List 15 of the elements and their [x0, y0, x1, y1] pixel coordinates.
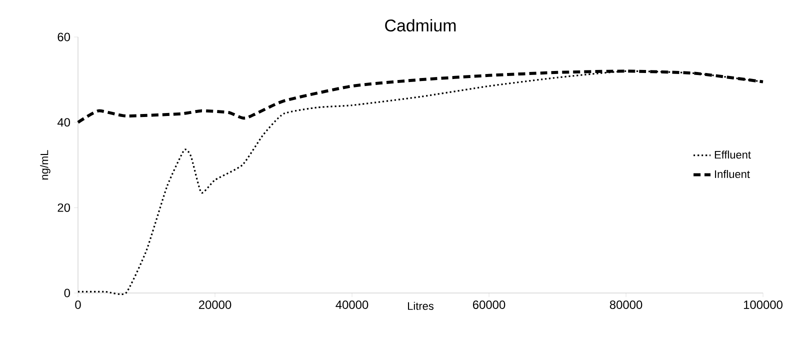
chart-title: Cadmium — [385, 19, 456, 32]
x-tick-label: 40000 — [336, 300, 368, 309]
x-tick-label: 100000 — [744, 300, 782, 309]
x-tick-label: 0 — [75, 300, 81, 309]
x-tick-label: 20000 — [198, 300, 232, 309]
y-tick-label: 40 — [57, 118, 70, 127]
y-tick-label: 20 — [58, 203, 70, 212]
legend-label: Effluent — [714, 150, 751, 159]
y-tick-label: 0 — [64, 288, 70, 298]
x-tick-label: 60000 — [472, 300, 506, 309]
legend-label: Influent — [715, 170, 750, 178]
y-tick-label: 60 — [58, 32, 70, 42]
y-axis-title: ng/mL — [40, 150, 50, 180]
x-axis-title: Litres — [408, 302, 434, 310]
x-tick-label: 80000 — [610, 300, 642, 309]
